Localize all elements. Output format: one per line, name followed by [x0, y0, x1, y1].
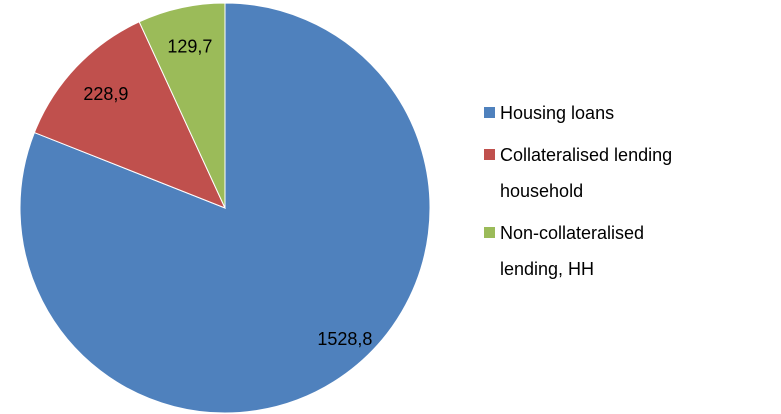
data-label: 1528,8: [317, 329, 372, 349]
data-label: 228,9: [83, 84, 128, 104]
pie-slice: [138, 2, 226, 209]
legend-swatch: [484, 149, 495, 160]
legend-item: Collateralised lending household: [484, 137, 704, 209]
legend-label: Collateralised lending household: [500, 145, 673, 201]
legend-label: Non-collateralised lending, HH: [500, 223, 645, 279]
legend: Housing loans Collateralised lending hous…: [484, 95, 704, 293]
legend-swatch: [484, 107, 495, 118]
legend-item: Non-collateralised lending, HH: [484, 215, 704, 287]
legend-item: Housing loans: [484, 95, 704, 131]
legend-label: Housing loans: [500, 103, 615, 123]
legend-swatch: [484, 227, 495, 238]
data-label: 129,7: [167, 37, 212, 57]
pie-slice: [33, 21, 226, 209]
